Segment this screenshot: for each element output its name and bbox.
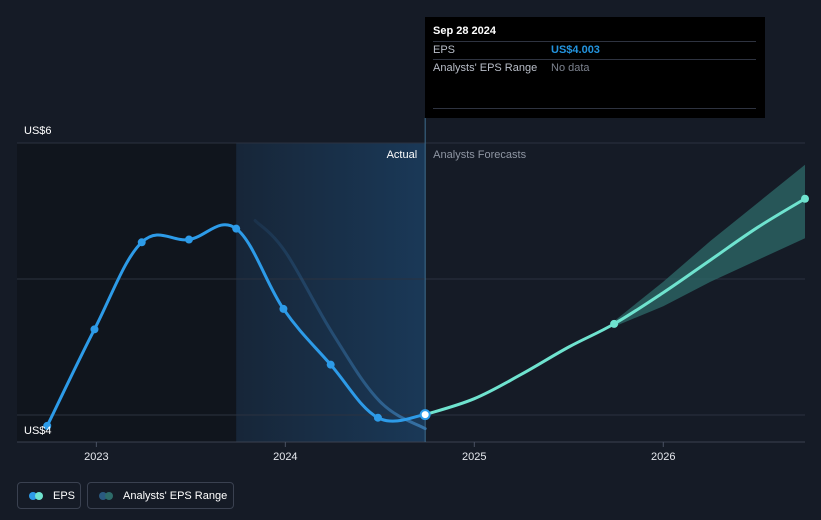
eps-point-marker[interactable] [801, 194, 809, 203]
tooltip-eps-key: EPS [433, 44, 456, 56]
past-shade-region [17, 143, 237, 442]
legend-eps-button[interactable]: EPS [17, 482, 81, 509]
eps-point-marker[interactable] [326, 360, 335, 369]
x-tick-label-2023: 2023 [84, 451, 108, 463]
eps-legend-icon [29, 491, 45, 500]
eps-point-marker[interactable] [419, 409, 431, 421]
forecast-region-label: Analysts Forecasts [433, 149, 526, 161]
range-legend-icon [99, 491, 115, 500]
tooltip-row-eps: EPS US$4.003 [433, 41, 756, 59]
past-estimate-line [253, 219, 427, 431]
eps-point-marker[interactable] [610, 319, 619, 328]
actual-region-label: Actual [387, 149, 418, 161]
tooltip-divider [433, 108, 756, 109]
eps-point-marker[interactable] [373, 413, 382, 422]
x-tick-marks [95, 442, 664, 447]
x-tick-label-2026: 2026 [651, 451, 675, 463]
eps-point-marker[interactable] [279, 304, 288, 313]
hover-tooltip: Sep 28 2024 EPS US$4.003 Analysts' EPS R… [425, 17, 765, 118]
eps-point-marker[interactable] [232, 224, 241, 233]
tooltip-row-range: Analysts' EPS Range No data [433, 59, 756, 77]
eps-point-marker[interactable] [184, 235, 193, 244]
y-tick-label-top: US$6 [24, 125, 52, 137]
x-tick-label-2025: 2025 [462, 451, 486, 463]
analysts-eps-range-band[interactable] [614, 164, 805, 327]
tooltip-date: Sep 28 2024 [433, 25, 496, 37]
actual-highlight-region [236, 143, 426, 442]
eps-point-marker[interactable] [137, 238, 146, 247]
y-tick-label-bottom: US$4 [24, 425, 52, 437]
eps-point-marker[interactable] [90, 325, 99, 334]
eps-point-marker[interactable] [43, 421, 52, 430]
tooltip-range-value: No data [551, 62, 590, 74]
tooltip-range-key: Analysts' EPS Range [433, 62, 538, 74]
x-tick-label-2024: 2024 [273, 451, 297, 463]
legend-analysts-range-button[interactable]: Analysts' EPS Range [87, 482, 234, 509]
eps-markers[interactable] [43, 194, 809, 430]
tooltip-eps-value: US$4.003 [551, 44, 600, 56]
legend-eps-label: EPS [53, 489, 76, 502]
legend-range-label: Analysts' EPS Range [123, 489, 228, 502]
